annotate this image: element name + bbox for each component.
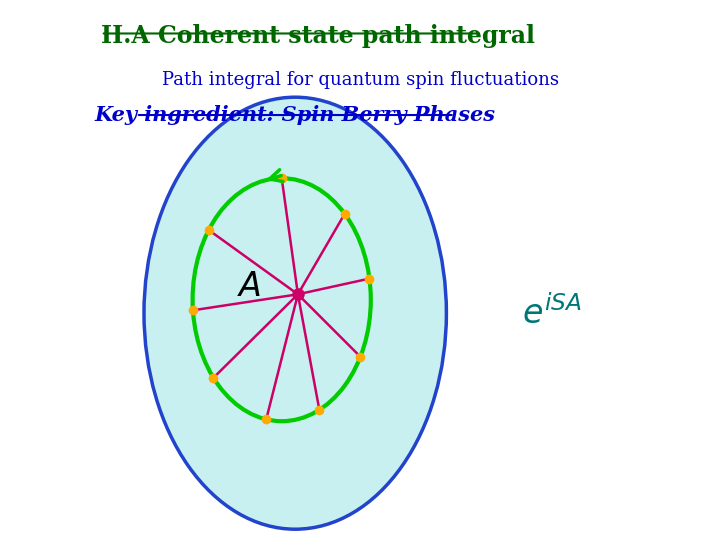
Ellipse shape: [144, 97, 446, 529]
Text: II.A Coherent state path integral: II.A Coherent state path integral: [101, 24, 535, 48]
Text: $e^{iSA}$: $e^{iSA}$: [522, 295, 582, 331]
Text: Key ingredient: Spin Berry Phases: Key ingredient: Spin Berry Phases: [95, 105, 495, 125]
Text: $A$: $A$: [237, 271, 261, 303]
Text: Path integral for quantum spin fluctuations: Path integral for quantum spin fluctuati…: [161, 71, 559, 89]
